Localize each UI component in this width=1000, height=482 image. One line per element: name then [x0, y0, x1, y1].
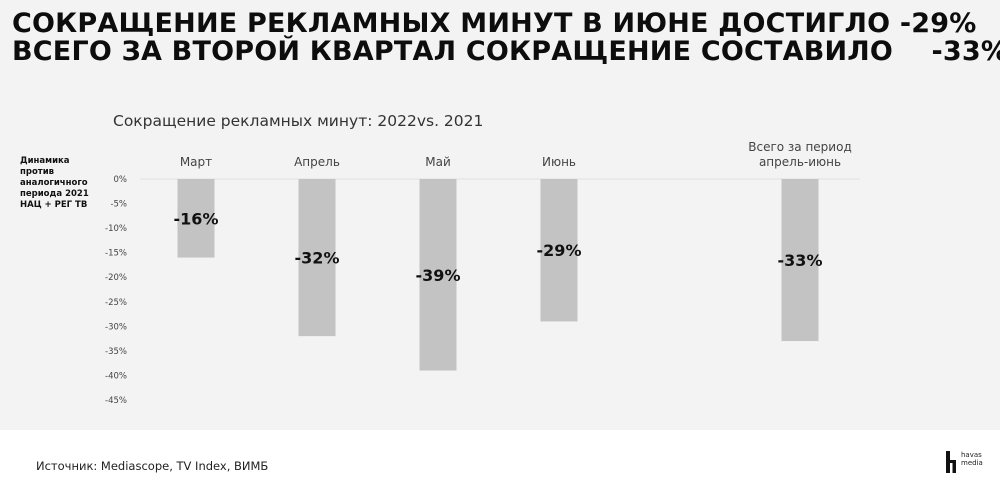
- category-label: Март: [180, 155, 212, 169]
- y-tick-label: -40%: [105, 371, 127, 381]
- bar: [298, 179, 336, 337]
- category-label: Апрель: [294, 155, 340, 169]
- y-axis-label: Динамика против аналогичного периода 202…: [20, 156, 89, 210]
- logo-text-media: media: [961, 459, 983, 467]
- data-label: -33%: [778, 251, 823, 270]
- headline: СОКРАЩЕНИЕ РЕКЛАМНЫХ МИНУТ В ИЮНЕ ДОСТИГ…: [12, 8, 1000, 67]
- bar: [540, 179, 578, 322]
- bar: [781, 179, 819, 342]
- y-tick-label: -10%: [105, 224, 127, 234]
- y-tick-label: -25%: [105, 298, 127, 308]
- havas-h-icon: [946, 451, 956, 473]
- category-label: Всего за период: [748, 140, 852, 154]
- data-label: -16%: [174, 209, 219, 228]
- bar: [177, 179, 215, 258]
- slide-background: [0, 0, 1000, 430]
- bar: [419, 179, 457, 371]
- data-label: -32%: [295, 249, 340, 268]
- chart-title: Сокращение рекламных минут: 2022vs. 2021: [113, 112, 484, 130]
- y-tick-label: -45%: [105, 396, 127, 406]
- y-tick-label: -20%: [105, 273, 127, 283]
- y-tick-label: -15%: [105, 249, 127, 259]
- logo-text-havas: havas: [961, 451, 982, 459]
- y-tick-label: -30%: [105, 322, 127, 332]
- y-tick-label: -35%: [105, 347, 127, 357]
- headline-line-1: СОКРАЩЕНИЕ РЕКЛАМНЫХ МИНУТ В ИЮНЕ ДОСТИГ…: [12, 8, 977, 39]
- data-label: -29%: [537, 241, 582, 260]
- data-label: -39%: [416, 266, 461, 285]
- y-tick-label: -5%: [110, 200, 127, 210]
- category-label: апрель-июнь: [759, 155, 841, 169]
- category-label: Июнь: [542, 155, 576, 169]
- source-note: Источник: Mediascope, TV Index, ВИМБ: [36, 459, 269, 473]
- havas-media-logo: havas media: [946, 450, 986, 476]
- y-tick-label: 0%: [114, 175, 128, 185]
- bar-chart: 0% -5% -10% -15% -20% -25% -30% -35% -40% -45% -16…: [105, 140, 860, 406]
- headline-line-2: ВСЕГО ЗА ВТОРОЙ КВАРТАЛ СОКРАЩЕНИЕ СОСТА…: [12, 36, 1000, 67]
- category-label: Май: [425, 155, 451, 169]
